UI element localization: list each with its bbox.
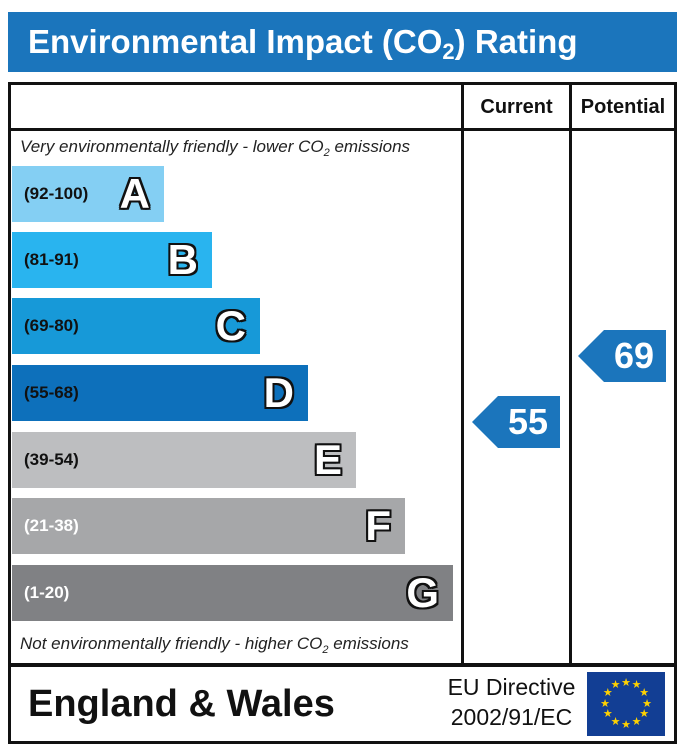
eu-star-icon: ★ — [621, 718, 631, 731]
band-c-range: (69-80) — [24, 316, 79, 335]
band-a-letter: A — [119, 170, 150, 217]
column-divider-current — [461, 82, 464, 666]
bottom-note-sub: 2 — [322, 644, 329, 656]
band-f-range: (21-38) — [24, 516, 79, 535]
band-e-range: (39-54) — [24, 450, 79, 469]
region-label: England & Wales — [28, 683, 335, 725]
bottom-note-post: emissions — [328, 634, 409, 653]
band-g-letter: G — [406, 569, 439, 616]
band-f-letter: F — [365, 502, 391, 549]
directive-line-2: 2002/91/EC — [450, 704, 573, 730]
band-f: (21-38) F — [12, 498, 405, 554]
eu-star-icon: ★ — [610, 679, 621, 692]
title-main: Environmental Impact (CO — [28, 23, 443, 60]
eu-flag-icon: ★ ★ ★ ★ ★ ★ ★ ★ ★ ★ ★ ★ — [587, 672, 665, 736]
top-note: Very environmentally friendly - lower CO… — [20, 137, 410, 159]
eu-star-icon: ★ — [602, 708, 613, 720]
band-g-range: (1-20) — [24, 583, 70, 602]
footer — [8, 664, 677, 744]
eu-star-icon: ★ — [631, 679, 642, 692]
eu-star-icon: ★ — [642, 697, 652, 710]
band-a-range: (92-100) — [24, 184, 89, 203]
band-d: (55-68) D — [12, 365, 308, 421]
bottom-note-pre: Not environmentally friendly - higher CO — [20, 634, 323, 653]
potential-column-header: Potential — [580, 96, 666, 118]
header-divider — [8, 128, 677, 131]
title-tail: ) Rating — [454, 23, 578, 60]
eu-star-icon: ★ — [602, 687, 613, 699]
current-column-header: Current — [480, 96, 553, 118]
band-b: (81-91) B — [12, 232, 212, 288]
column-divider-potential — [569, 82, 572, 666]
band-b-letter: B — [167, 236, 198, 283]
band-g: (1-20) G — [12, 565, 453, 621]
eu-directive: EU Directive 2002/91/EC — [444, 672, 579, 732]
band-d-range: (55-68) — [24, 383, 79, 402]
eu-star-icon: ★ — [639, 687, 650, 699]
bottom-note: Not environmentally friendly - higher CO… — [20, 634, 409, 656]
page-title: Environmental Impact (CO2) Rating — [8, 12, 677, 72]
band-a: (92-100) A — [12, 166, 164, 222]
band-b-range: (81-91) — [24, 250, 79, 269]
band-d-letter: D — [263, 369, 294, 416]
title-sub: 2 — [442, 39, 455, 64]
directive-line-1: EU Directive — [447, 674, 576, 700]
band-c-letter: C — [215, 302, 246, 349]
eu-star-icon: ★ — [631, 715, 642, 728]
eu-star-icon: ★ — [600, 697, 610, 710]
eu-star-icon: ★ — [621, 676, 631, 689]
band-e-letter: E — [313, 436, 342, 483]
band-e: (39-54) E — [12, 432, 356, 488]
eu-star-icon: ★ — [639, 708, 650, 720]
top-note-sub: 2 — [323, 147, 330, 159]
band-c: (69-80) C — [12, 298, 260, 354]
top-note-pre: Very environmentally friendly - lower CO — [20, 137, 324, 156]
top-note-post: emissions — [329, 137, 411, 156]
eu-star-icon: ★ — [610, 715, 621, 728]
